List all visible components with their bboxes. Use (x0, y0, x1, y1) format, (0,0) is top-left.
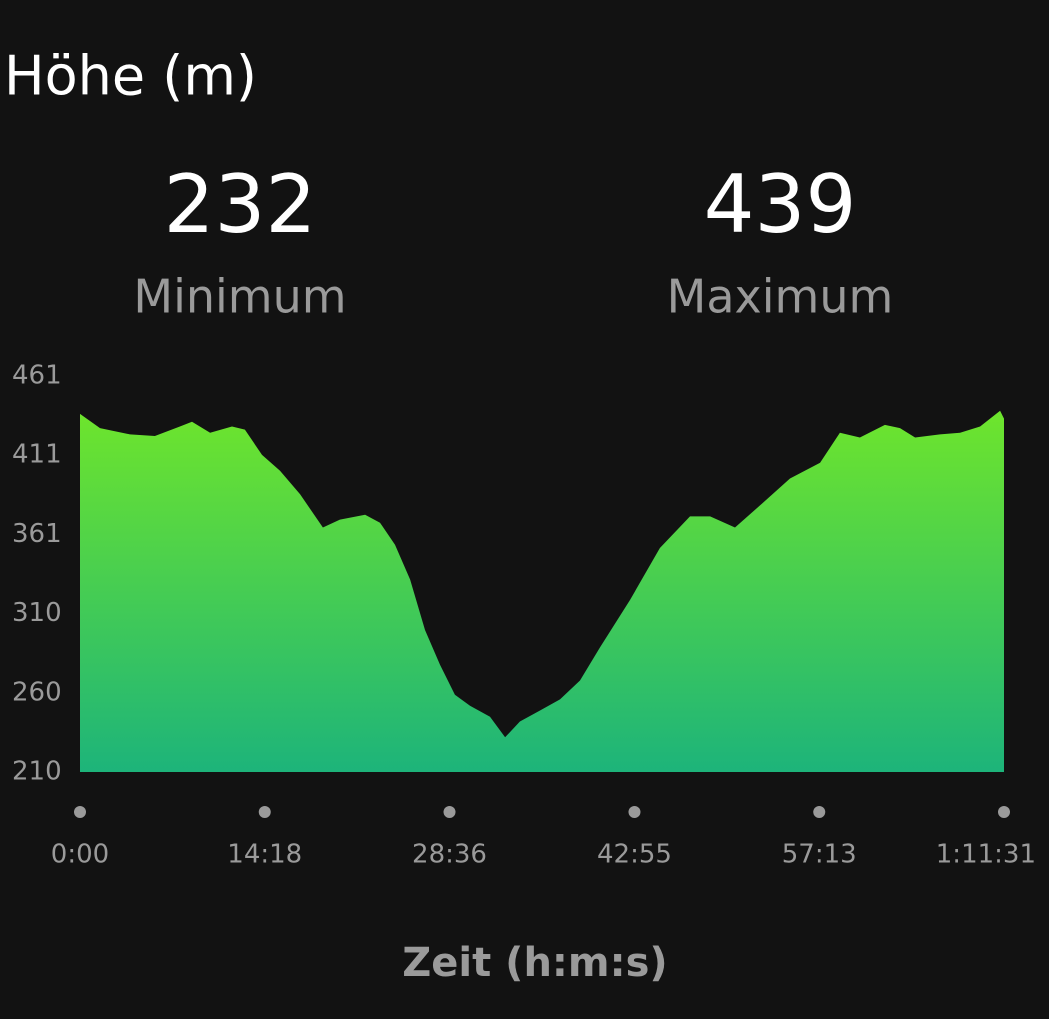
x-tick-label: 28:36 (412, 840, 487, 870)
x-tick-dot (443, 806, 456, 818)
x-tick-label: 1:11:31 (936, 840, 1036, 870)
y-tick-label: 361 (12, 519, 62, 549)
x-tick-dot (74, 806, 86, 818)
y-tick-label: 210 (12, 757, 62, 787)
x-axis-label: Zeit (h:m:s) (402, 940, 667, 986)
stat-value: 439 (704, 158, 857, 251)
chart-title: Höhe (m) (4, 45, 257, 108)
x-tick-label: 14:18 (227, 840, 302, 870)
x-tick-dot (813, 806, 826, 818)
x-tick-label: 57:13 (782, 840, 857, 870)
x-tick-label: 0:00 (51, 840, 109, 870)
x-tick-label: 42:55 (597, 840, 672, 870)
x-tick-dot (258, 806, 271, 818)
stat-label: Maximum (667, 270, 894, 324)
y-tick-label: 260 (12, 677, 62, 707)
y-tick-label: 461 (12, 361, 62, 391)
stat-label: Minimum (133, 270, 346, 324)
x-tick-dot (628, 806, 641, 818)
elevation-area (80, 410, 1004, 772)
stat-value: 232 (164, 158, 317, 251)
y-tick-label: 411 (12, 440, 62, 470)
y-tick-label: 310 (12, 598, 62, 628)
x-tick-dot (998, 806, 1010, 818)
